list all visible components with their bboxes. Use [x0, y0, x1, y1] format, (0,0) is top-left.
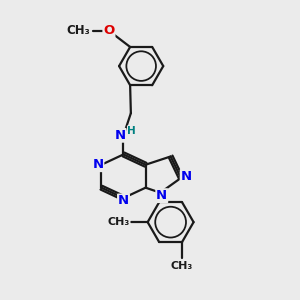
Text: CH₃: CH₃ [108, 217, 130, 227]
Text: N: N [156, 189, 167, 202]
Text: N: N [118, 194, 129, 207]
Text: N: N [181, 170, 192, 183]
Text: CH₃: CH₃ [171, 261, 193, 271]
Text: N: N [114, 129, 125, 142]
Text: H: H [128, 126, 136, 136]
Text: CH₃: CH₃ [67, 24, 90, 37]
Text: N: N [92, 158, 104, 171]
Text: O: O [103, 24, 115, 37]
